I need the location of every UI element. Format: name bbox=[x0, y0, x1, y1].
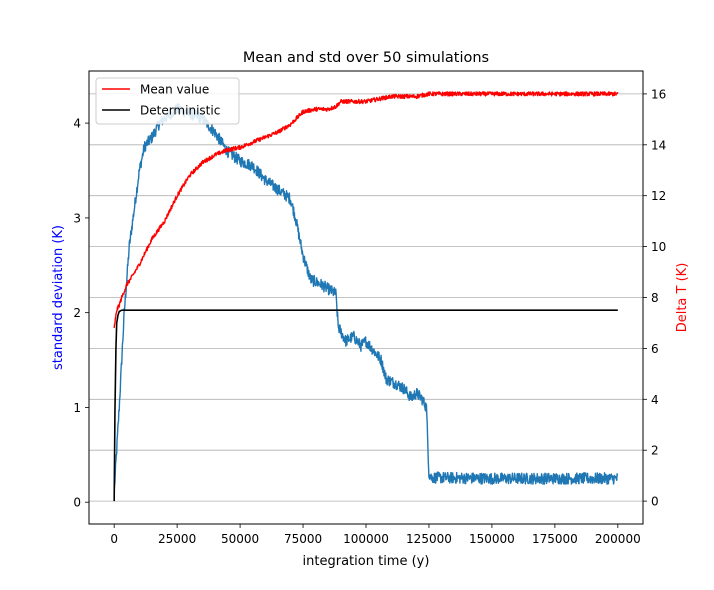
mean-value-line bbox=[113, 91, 619, 329]
left-y-tick-label: 2 bbox=[73, 306, 81, 320]
deterministic-line bbox=[113, 309, 618, 502]
x-tick-label: 25000 bbox=[158, 532, 196, 546]
legend-box bbox=[95, 77, 240, 125]
x-tick-label: 75000 bbox=[284, 532, 322, 546]
x-tick-label: 200000 bbox=[595, 532, 641, 546]
right-y-axis-ticks: 0 2 4 6 8 10 12 14 16 bbox=[643, 87, 666, 509]
legend-label-mean: Mean value bbox=[140, 83, 209, 97]
right-y-tick-label: 16 bbox=[651, 87, 666, 101]
x-tick-label: 100000 bbox=[343, 532, 389, 546]
right-y-tick-label: 2 bbox=[651, 444, 659, 458]
right-y-tick-label: 10 bbox=[651, 240, 666, 254]
right-y-tick-label: 0 bbox=[651, 495, 659, 509]
left-y-tick-label: 0 bbox=[73, 496, 81, 510]
left-y-tick-label: 3 bbox=[73, 211, 81, 225]
right-y-tick-label: 12 bbox=[651, 189, 666, 203]
legend: Mean value Deterministic bbox=[95, 77, 240, 125]
legend-label-deterministic: Deterministic bbox=[140, 104, 220, 118]
right-y-axis-title: Delta T (K) bbox=[675, 263, 690, 333]
left-y-axis-ticks: 0 1 2 3 4 bbox=[73, 117, 89, 510]
x-tick-label: 150000 bbox=[469, 532, 515, 546]
right-y-tick-label: 14 bbox=[651, 138, 666, 152]
right-y-tick-label: 4 bbox=[651, 393, 659, 407]
x-axis-ticks: 0 25000 50000 75000 100000 125000 150000 175000… bbox=[110, 524, 641, 546]
x-tick-label: 50000 bbox=[221, 532, 259, 546]
x-tick-label: 0 bbox=[110, 532, 118, 546]
chart-title: Mean and std over 50 simulations bbox=[243, 50, 489, 66]
x-axis-title: integration time (y) bbox=[303, 554, 430, 569]
left-y-tick-label: 4 bbox=[73, 117, 81, 131]
left-y-tick-label: 1 bbox=[73, 401, 81, 415]
x-tick-label: 175000 bbox=[532, 532, 578, 546]
left-y-axis-title: standard deviation (K) bbox=[51, 225, 66, 370]
right-y-tick-label: 8 bbox=[651, 291, 659, 305]
x-tick-label: 125000 bbox=[406, 532, 452, 546]
right-y-tick-label: 6 bbox=[651, 342, 659, 356]
